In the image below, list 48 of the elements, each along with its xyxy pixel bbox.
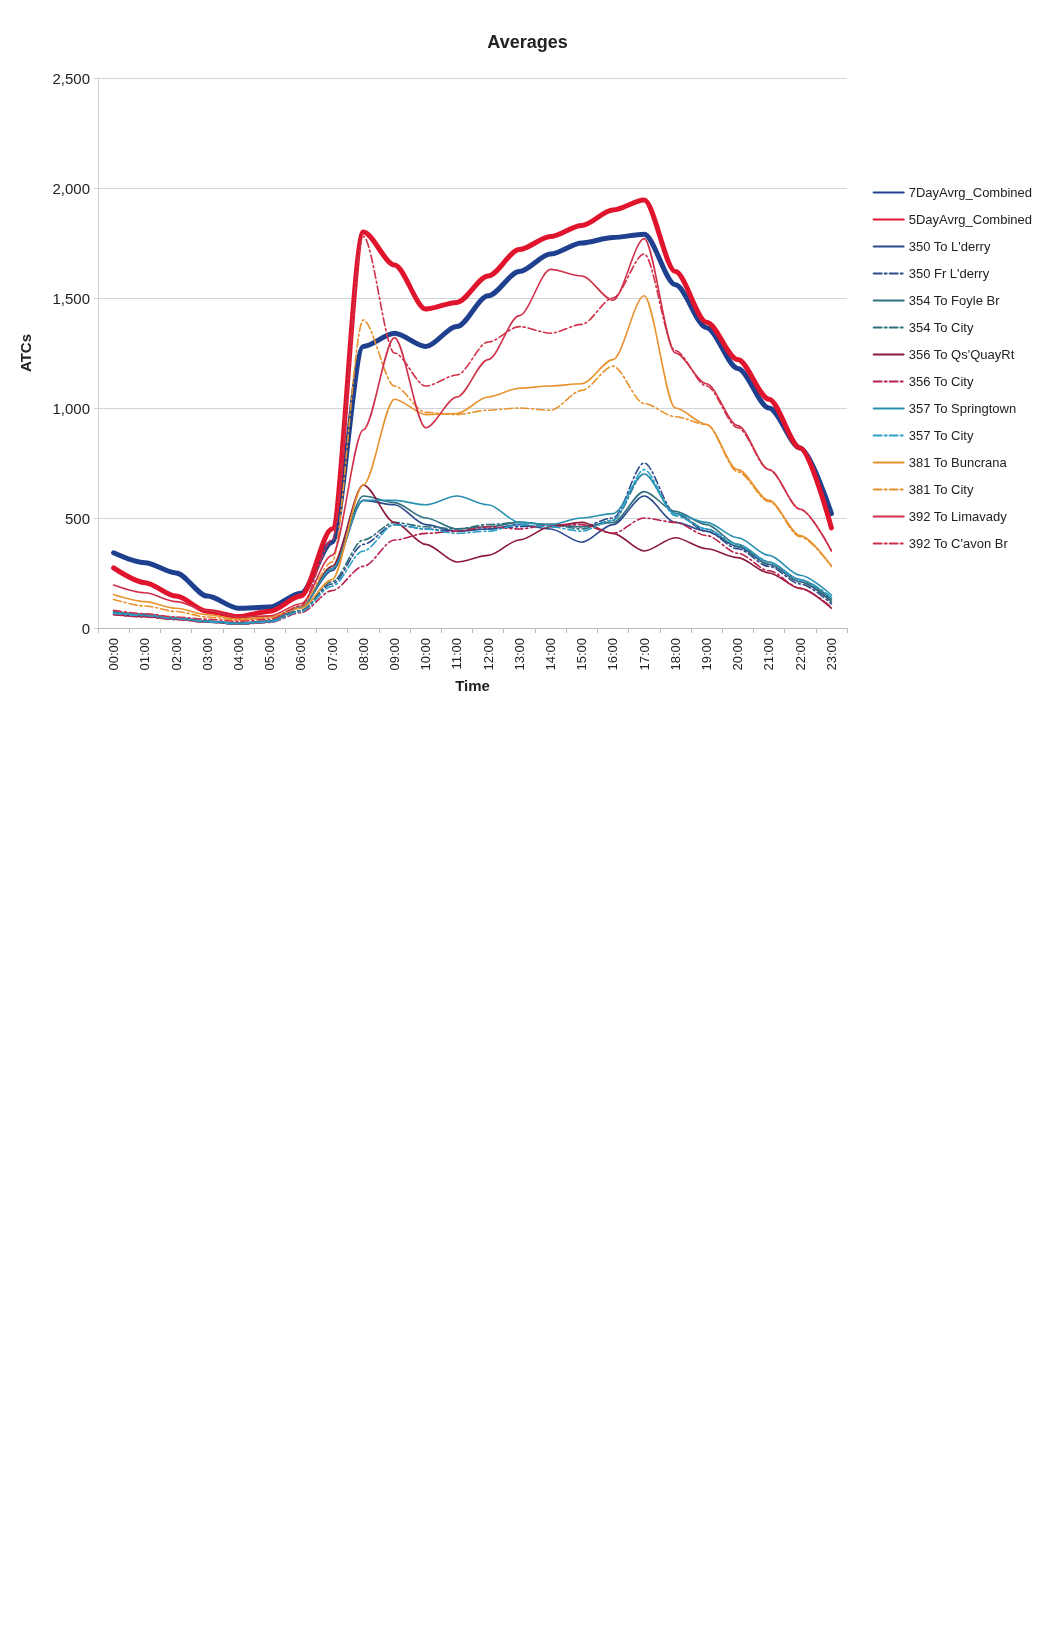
chart-title: Averages <box>487 32 568 52</box>
legend-label: 350 Fr L'derry <box>908 266 990 281</box>
y-tick-label: 2,500 <box>52 69 90 87</box>
x-tick-label: 00:00 <box>106 638 122 671</box>
x-tick-label: 19:00 <box>699 638 715 671</box>
x-tick-label: 06:00 <box>293 638 309 671</box>
x-tick-label: 20:00 <box>730 638 746 671</box>
x-tick-label: 23:00 <box>823 638 839 671</box>
legend-label: 354 To City <box>908 320 974 335</box>
legend-label: 356 To City <box>908 374 974 389</box>
legend-label: 5DayAvrg_Combined <box>908 212 1033 227</box>
legend-label: 381 To City <box>908 482 974 497</box>
x-tick-label: 12:00 <box>480 638 496 671</box>
legend-label: 7DayAvrg_Combined <box>908 185 1033 200</box>
x-tick-label: 18:00 <box>667 638 683 671</box>
x-tick-label: 13:00 <box>511 638 527 671</box>
x-tick-label: 07:00 <box>324 638 340 671</box>
y-tick-label: 1,000 <box>52 399 90 417</box>
x-axis-title: Time <box>455 677 490 695</box>
legend-label: 381 To Buncrana <box>908 455 1008 470</box>
x-tick-label: 01:00 <box>137 638 153 671</box>
x-tick-label: 04:00 <box>230 638 246 671</box>
x-tick-label: 02:00 <box>168 638 184 671</box>
legend-label: 356 To Qs'QuayRt <box>908 347 1015 362</box>
x-tick-label: 15:00 <box>574 638 590 671</box>
legend-label: 354 To Foyle Br <box>908 293 1001 308</box>
x-tick-label: 05:00 <box>262 638 278 671</box>
y-tick-label: 500 <box>64 509 90 527</box>
y-axis-title: ATCs <box>17 333 34 373</box>
legend-label: 350 To L'derry <box>908 239 991 254</box>
x-tick-label: 10:00 <box>418 638 434 671</box>
y-tick-label: 1,500 <box>52 289 90 307</box>
y-tick-label: 0 <box>81 619 90 637</box>
x-tick-label: 17:00 <box>636 638 652 671</box>
legend-label: 392 To C'avon Br <box>908 536 1009 551</box>
x-tick-label: 14:00 <box>543 638 559 671</box>
x-tick-label: 03:00 <box>199 638 215 671</box>
line-series <box>112 517 833 626</box>
legend-label: 392 To Limavady <box>908 509 1008 524</box>
y-tick-label: 2,000 <box>52 179 90 197</box>
x-tick-label: 16:00 <box>605 638 621 671</box>
x-tick-label: 09:00 <box>386 638 402 671</box>
x-tick-label: 08:00 <box>355 638 371 671</box>
x-tick-label: 11:00 <box>449 638 465 670</box>
x-tick-label: 21:00 <box>761 638 777 671</box>
legend-label: 357 To Springtown <box>908 401 1017 416</box>
legend-label: 357 To City <box>908 428 974 443</box>
x-tick-label: 22:00 <box>792 638 808 671</box>
